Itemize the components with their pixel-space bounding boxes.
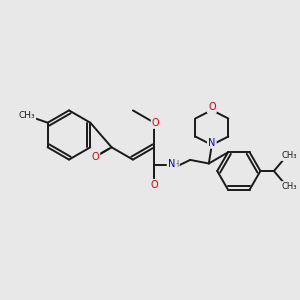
Text: CH₃: CH₃: [282, 182, 297, 191]
Text: N: N: [208, 137, 215, 148]
Text: CH₃: CH₃: [282, 151, 297, 160]
Text: O: O: [92, 152, 99, 162]
Text: H: H: [172, 160, 179, 169]
Text: CH₃: CH₃: [18, 111, 35, 120]
Text: N: N: [168, 159, 175, 170]
Text: O: O: [150, 180, 158, 190]
Text: O: O: [152, 118, 160, 128]
Text: O: O: [208, 102, 216, 112]
